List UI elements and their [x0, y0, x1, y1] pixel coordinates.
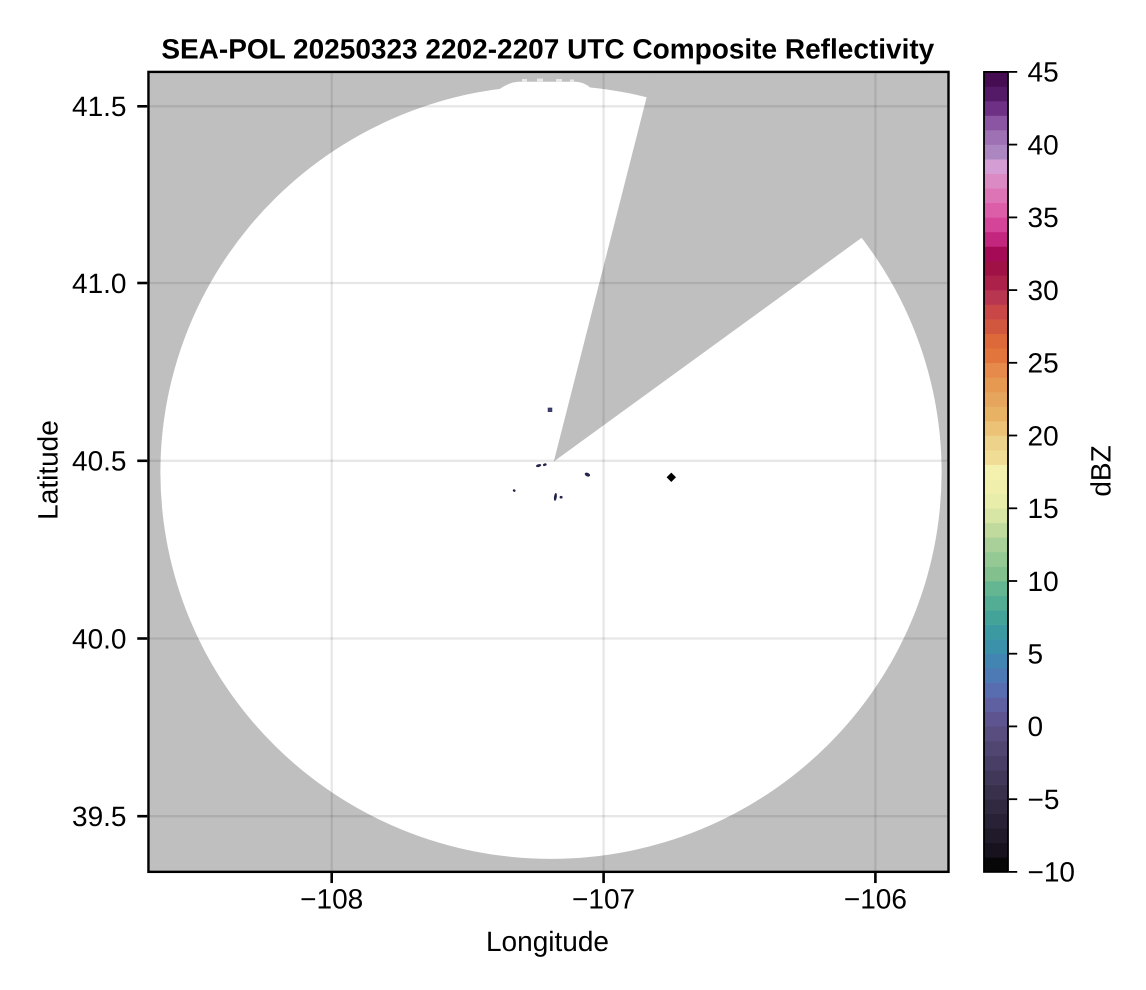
svg-text:15: 15 [1028, 493, 1059, 524]
svg-text:−106: −106 [844, 883, 907, 914]
svg-text:SEA-POL 20250323 2202-2207 UTC: SEA-POL 20250323 2202-2207 UTC Composite… [161, 33, 934, 64]
svg-text:10: 10 [1028, 566, 1059, 597]
svg-text:35: 35 [1028, 202, 1059, 233]
svg-text:41.0: 41.0 [72, 268, 127, 299]
svg-text:25: 25 [1028, 348, 1059, 379]
svg-text:−107: −107 [572, 883, 635, 914]
svg-text:41.5: 41.5 [72, 91, 127, 122]
svg-text:5: 5 [1028, 639, 1044, 670]
svg-text:Latitude: Latitude [33, 420, 64, 520]
svg-text:−108: −108 [300, 883, 363, 914]
svg-text:20: 20 [1028, 420, 1059, 451]
svg-text:−5: −5 [1028, 784, 1060, 815]
svg-text:40: 40 [1028, 129, 1059, 160]
svg-text:40.5: 40.5 [72, 446, 127, 477]
svg-text:39.5: 39.5 [72, 801, 127, 832]
svg-text:0: 0 [1028, 711, 1044, 742]
svg-text:dBZ: dBZ [1086, 445, 1117, 496]
svg-text:Longitude: Longitude [486, 926, 609, 957]
svg-text:−10: −10 [1028, 857, 1076, 888]
svg-text:40.0: 40.0 [72, 623, 127, 654]
svg-text:30: 30 [1028, 275, 1059, 306]
svg-text:45: 45 [1028, 57, 1059, 88]
